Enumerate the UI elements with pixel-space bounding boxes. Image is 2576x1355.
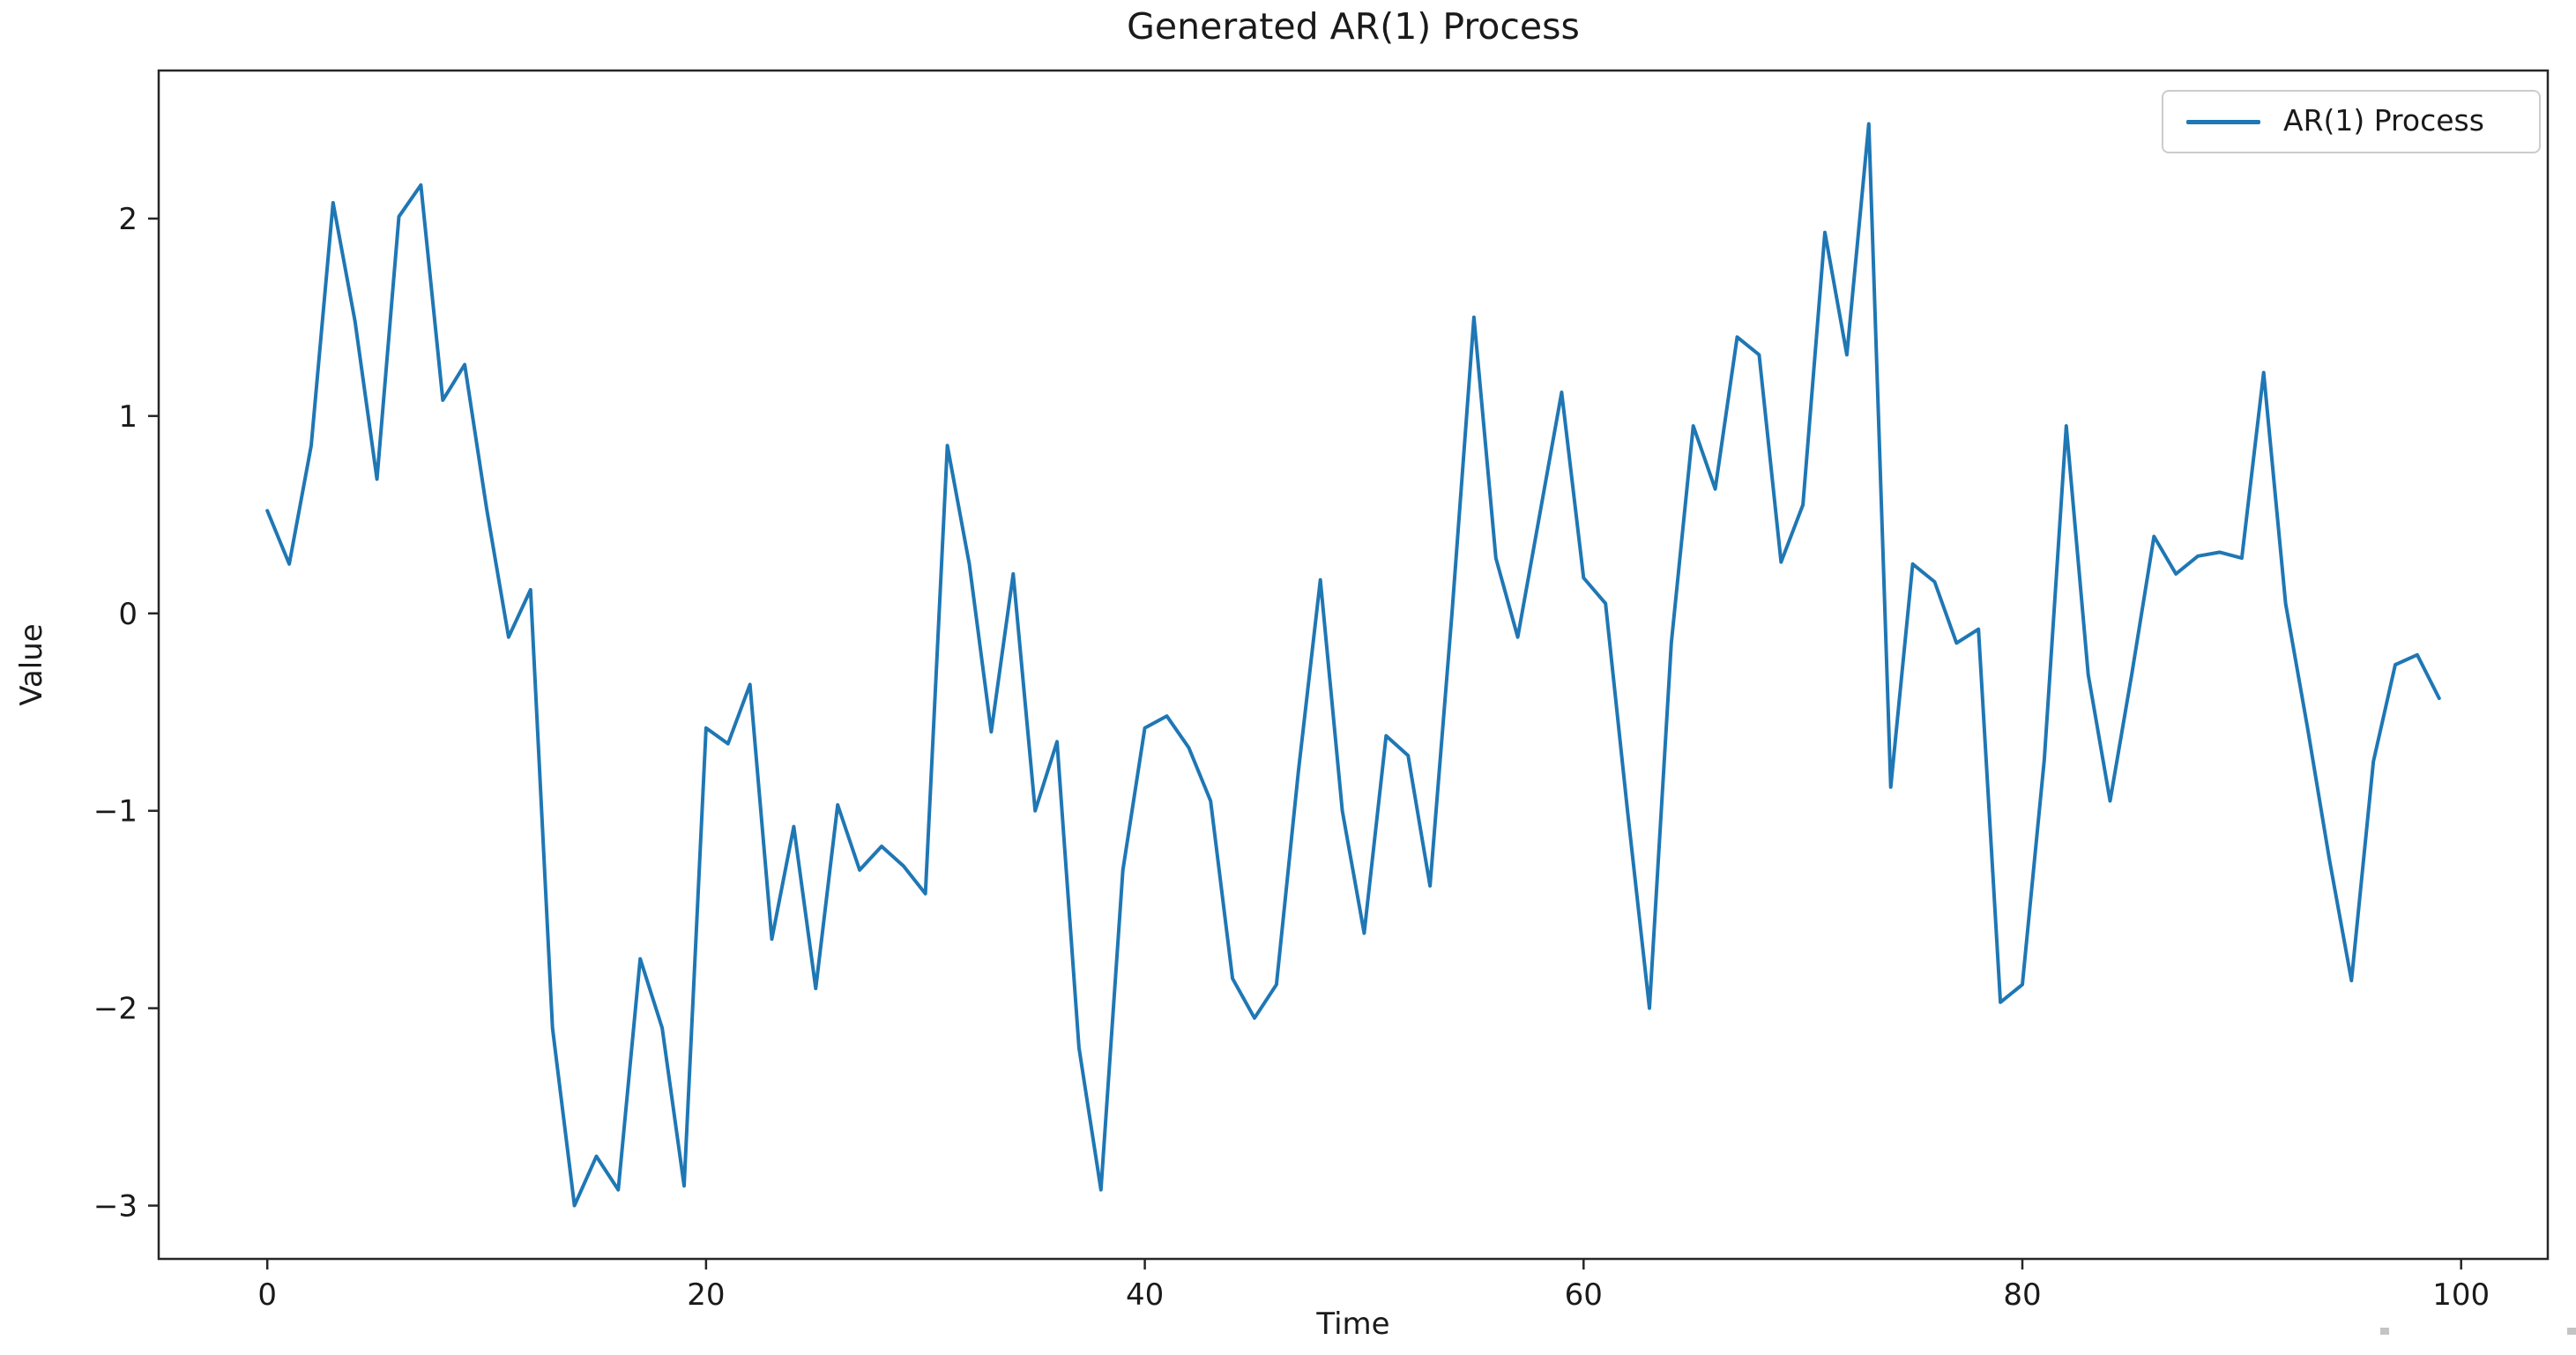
legend-line-sample	[2186, 119, 2260, 124]
x-tick-label: 0	[257, 1277, 277, 1313]
x-tick-label: 40	[1126, 1277, 1164, 1313]
y-tick-label: −1	[93, 794, 138, 830]
legend-label: AR(1) Process	[2283, 102, 2484, 138]
x-axis-label: Time	[1316, 1307, 1390, 1342]
chart-title: Generated AR(1) Process	[1127, 5, 1580, 48]
x-tick-label: 80	[2003, 1277, 2041, 1313]
screen-artifact-dot	[2567, 1328, 2576, 1335]
y-tick-label: 1	[118, 399, 138, 435]
y-tick-label: −2	[93, 992, 138, 1027]
x-tick-label: 20	[687, 1277, 725, 1313]
y-tick-label: −3	[93, 1189, 138, 1225]
x-tick-label: 60	[1565, 1277, 1603, 1313]
axes-spines	[157, 69, 2550, 1261]
y-tick-label: 2	[118, 202, 138, 237]
screen-artifact-dot	[2380, 1328, 2389, 1335]
x-tick-label: 100	[2432, 1277, 2490, 1313]
ar1-process-line	[265, 122, 2441, 1208]
y-tick-label: 0	[118, 597, 138, 632]
legend: AR(1) Process	[2162, 90, 2541, 153]
